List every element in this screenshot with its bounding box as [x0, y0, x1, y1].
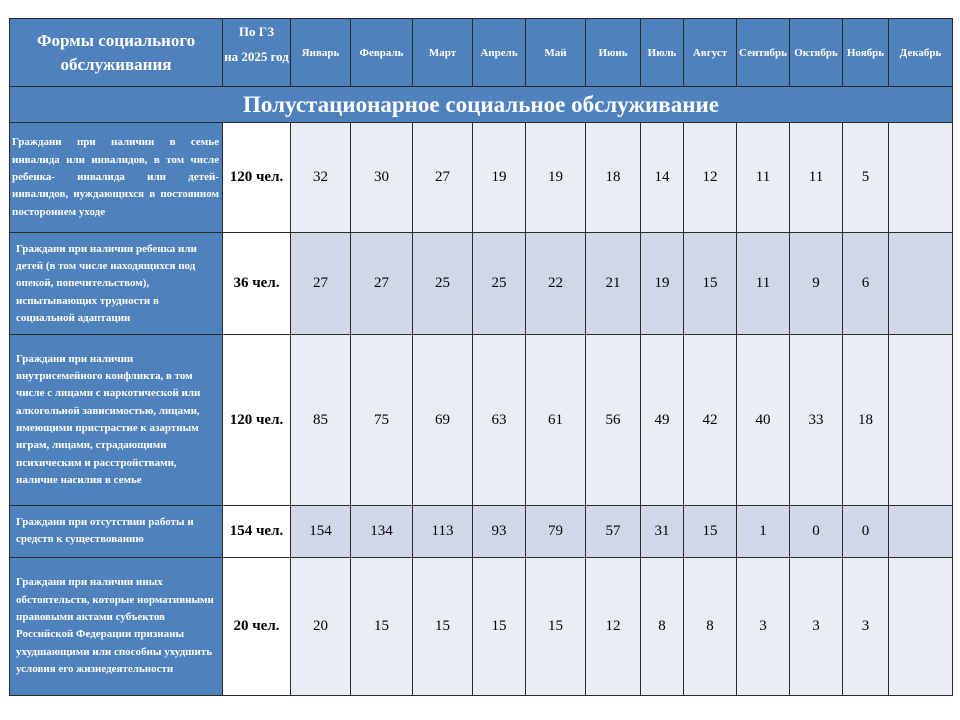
- section-title: Полустационарное социальное обслуживание: [9, 86, 953, 124]
- month-value: 5: [842, 122, 889, 234]
- month-value: 93: [472, 504, 526, 558]
- month-value: 3: [736, 556, 790, 697]
- row-gz-value: 120 чел.: [222, 334, 291, 506]
- month-value: 42: [683, 334, 737, 506]
- month-value: 32: [290, 122, 351, 234]
- month-value: 25: [412, 232, 473, 336]
- month-value: 11: [789, 122, 843, 234]
- services-table: Формы социального обслуживания По ГЗ на …: [9, 17, 953, 697]
- month-value: 30: [350, 122, 413, 234]
- month-value: 56: [585, 334, 641, 506]
- month-value: [888, 232, 953, 336]
- table-row: Граждани при наличии иных обстоятельств,…: [9, 556, 953, 697]
- month-header: Февраль: [350, 17, 413, 88]
- month-value: 12: [683, 122, 737, 234]
- month-value: 18: [842, 334, 889, 506]
- month-value: 63: [472, 334, 526, 506]
- month-header: Сентябрь: [736, 17, 790, 88]
- month-header: Май: [525, 17, 586, 88]
- row-label: Граждани при наличии в семье инвалида ил…: [9, 122, 223, 234]
- month-value: 9: [789, 232, 843, 336]
- header-row: Формы социального обслуживания По ГЗ на …: [9, 17, 953, 88]
- table-row: Граждани при наличии внутрисемейного кон…: [9, 334, 953, 506]
- month-value: [888, 504, 953, 558]
- forms-header: Формы социального обслуживания: [9, 17, 223, 88]
- gz-header: По ГЗ на 2025 год: [222, 17, 291, 88]
- row-gz-value: 20 чел.: [222, 556, 291, 697]
- row-label: Граждани при наличии ребенка или детей (…: [9, 232, 223, 336]
- month-value: 14: [640, 122, 684, 234]
- month-value: 27: [350, 232, 413, 336]
- month-value: 61: [525, 334, 586, 506]
- row-label: Граждани при отсутствии работы и средств…: [9, 504, 223, 558]
- month-header: Октябрь: [789, 17, 843, 88]
- month-value: 11: [736, 232, 790, 336]
- month-value: 113: [412, 504, 473, 558]
- month-value: 85: [290, 334, 351, 506]
- month-value: 25: [472, 232, 526, 336]
- month-value: 19: [525, 122, 586, 234]
- month-value: 18: [585, 122, 641, 234]
- month-value: 22: [525, 232, 586, 336]
- month-value: 0: [789, 504, 843, 558]
- month-value: 11: [736, 122, 790, 234]
- month-header: Декабрь: [888, 17, 953, 88]
- month-value: 57: [585, 504, 641, 558]
- month-header: Август: [683, 17, 737, 88]
- month-value: 79: [525, 504, 586, 558]
- month-value: 21: [585, 232, 641, 336]
- table-row: Граждани при отсутствии работы и средств…: [9, 504, 953, 558]
- table-row: Граждани при наличии ребенка или детей (…: [9, 232, 953, 336]
- month-value: 15: [525, 556, 586, 697]
- month-value: [888, 556, 953, 697]
- month-header: Январь: [290, 17, 351, 88]
- row-gz-value: 120 чел.: [222, 122, 291, 234]
- month-header: Июль: [640, 17, 684, 88]
- month-value: 1: [736, 504, 790, 558]
- row-gz-value: 36 чел.: [222, 232, 291, 336]
- month-value: 0: [842, 504, 889, 558]
- month-value: 6: [842, 232, 889, 336]
- month-value: 8: [683, 556, 737, 697]
- month-value: [888, 334, 953, 506]
- month-header: Апрель: [472, 17, 526, 88]
- month-value: 19: [640, 232, 684, 336]
- month-value: 12: [585, 556, 641, 697]
- gz-header-line1: По ГЗ: [238, 24, 275, 39]
- month-value: 3: [842, 556, 889, 697]
- month-value: 69: [412, 334, 473, 506]
- month-value: 20: [290, 556, 351, 697]
- month-value: 15: [412, 556, 473, 697]
- month-value: 49: [640, 334, 684, 506]
- month-value: 40: [736, 334, 790, 506]
- month-header: Ноябрь: [842, 17, 889, 88]
- month-header: Июнь: [585, 17, 641, 88]
- section-row: Полустационарное социальное обслуживание: [9, 86, 953, 124]
- month-value: 3: [789, 556, 843, 697]
- month-value: 134: [350, 504, 413, 558]
- row-label: Граждани при наличии иных обстоятельств,…: [9, 556, 223, 697]
- month-value: [888, 122, 953, 234]
- month-header: Март: [412, 17, 473, 88]
- table-row: Граждани при наличии в семье инвалида ил…: [9, 122, 953, 234]
- month-value: 15: [683, 232, 737, 336]
- gz-header-line2: на 2025 год: [224, 49, 289, 64]
- month-value: 8: [640, 556, 684, 697]
- row-label: Граждани при наличии внутрисемейного кон…: [9, 334, 223, 506]
- month-value: 19: [472, 122, 526, 234]
- month-value: 27: [290, 232, 351, 336]
- month-value: 15: [683, 504, 737, 558]
- row-gz-value: 154 чел.: [222, 504, 291, 558]
- month-value: 75: [350, 334, 413, 506]
- month-value: 15: [472, 556, 526, 697]
- month-value: 31: [640, 504, 684, 558]
- month-value: 15: [350, 556, 413, 697]
- month-value: 33: [789, 334, 843, 506]
- month-value: 27: [412, 122, 473, 234]
- month-value: 154: [290, 504, 351, 558]
